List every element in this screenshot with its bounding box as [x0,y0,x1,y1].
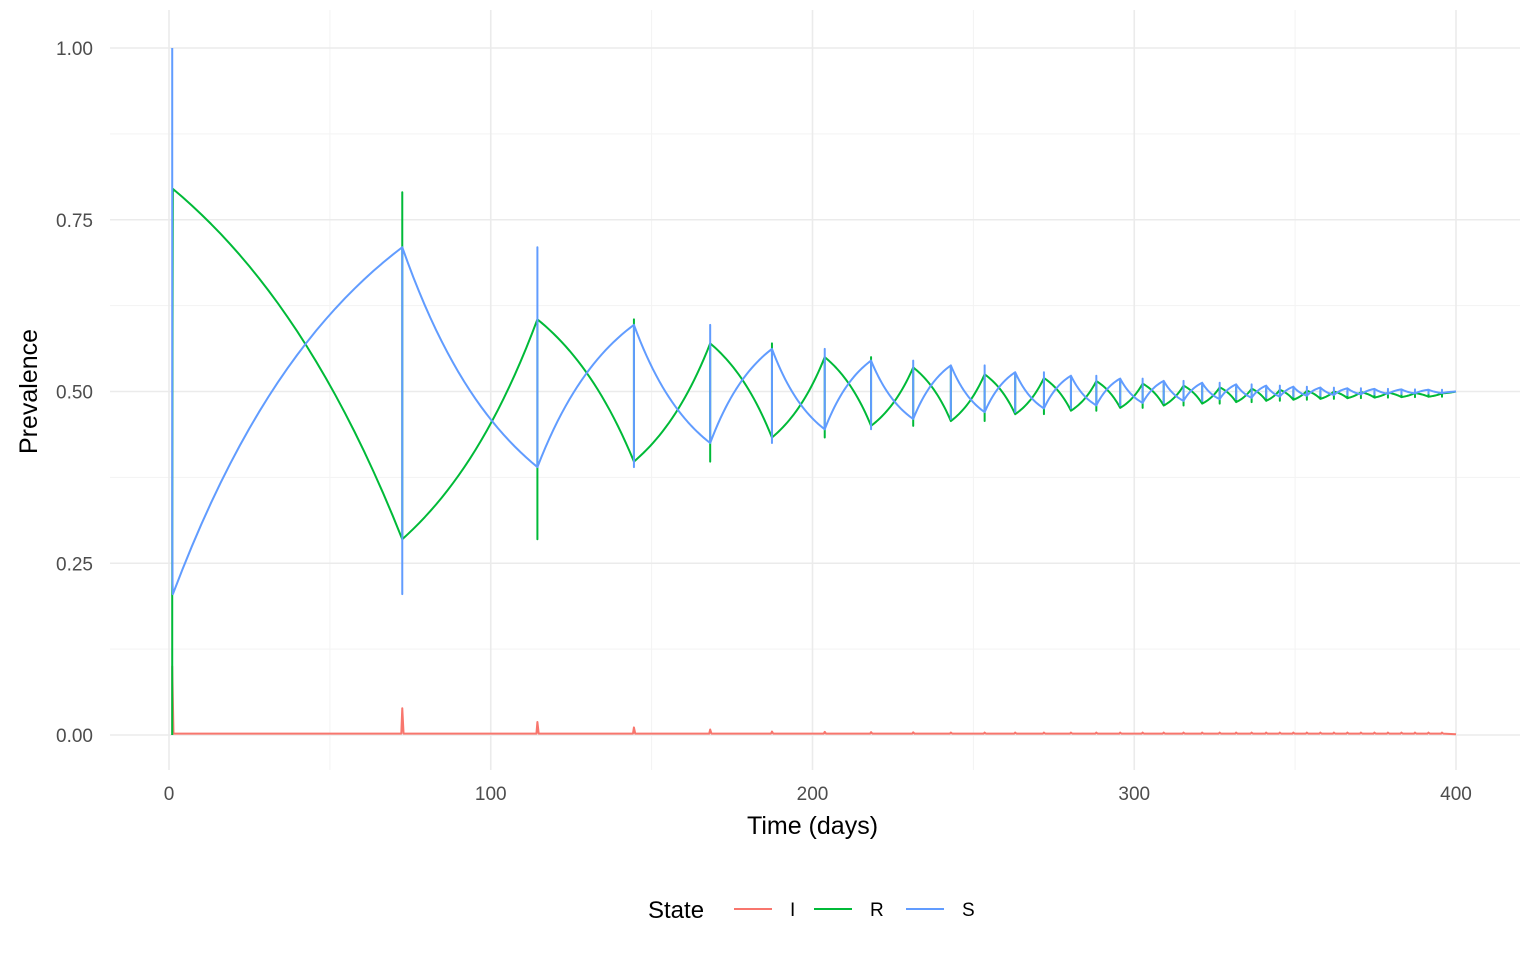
axes: 0 100 200 300 400 0.00 0.25 0.50 0.75 1.00 [56,39,1472,805]
x-tick-label: 400 [1440,784,1472,805]
series-line-I [171,665,1457,736]
x-tick-label: 200 [797,784,829,805]
legend-title: State [648,897,704,924]
legend-label-S: S [962,900,975,921]
legend-label-R: R [870,900,884,921]
series-lines [171,48,1457,736]
grid [110,10,1520,770]
x-tick-label: 300 [1118,784,1150,805]
series-line-R [171,187,1457,735]
y-tick-label: 0.75 [56,211,93,232]
y-tick-label: 0.25 [56,554,93,575]
x-tick-label: 0 [164,784,175,805]
legend-label-I: I [790,900,795,921]
x-axis-title: Time (days) [747,812,878,840]
y-tick-label: 0.00 [56,726,93,747]
legend: State I R S [648,897,975,924]
x-tick-label: 100 [475,784,507,805]
y-axis-title: Prevalence [15,329,43,454]
y-tick-label: 0.50 [56,383,93,404]
series-line-S [171,48,1457,596]
y-tick-label: 1.00 [56,39,93,60]
